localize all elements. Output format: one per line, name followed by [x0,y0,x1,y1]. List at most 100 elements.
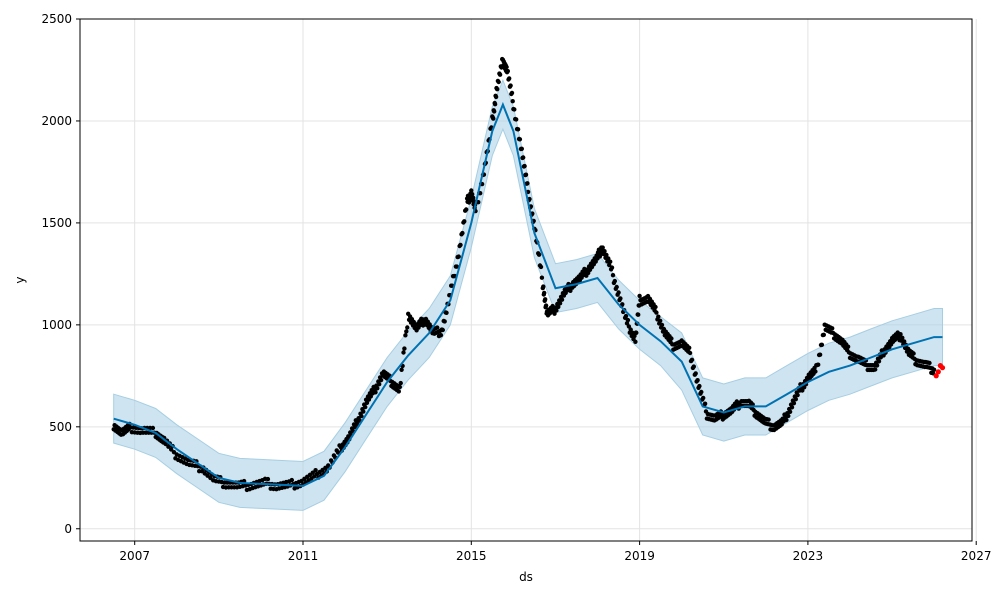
observed-point [289,477,294,483]
observed-point [787,409,793,414]
observed-point [791,401,797,406]
observed-point [819,342,825,347]
observed-point [632,333,637,339]
observed-point [523,172,529,177]
observed-point [378,377,384,383]
observed-point [876,359,882,364]
x-axis-label: ds [519,570,533,584]
observed-point [536,252,542,257]
observed-point [614,284,619,290]
observed-point [612,278,617,284]
observed-point [630,330,635,335]
observed-point [653,304,658,310]
observed-point [795,392,800,398]
x-tick-label: 2007 [119,549,150,563]
observed-point [542,290,547,296]
observed-point [687,345,692,350]
observed-point [793,397,798,402]
observed-point [454,264,459,269]
observed-point [898,332,903,337]
observed-point [900,335,905,340]
y-axis-label: y [13,276,27,283]
observed-point [519,146,524,151]
forecast-line-layer [113,101,943,487]
observed-point [697,383,702,389]
observed-point [522,163,527,169]
observed-point [554,308,559,313]
observed-point [699,389,704,395]
observed-point [610,273,616,278]
observed-point [405,325,410,330]
observed-point [800,388,805,393]
recent-point [933,373,939,379]
observed-point [821,332,826,337]
observed-point [469,188,474,193]
observed-point [636,312,641,317]
observed-point [401,350,406,355]
observed-point [150,425,156,431]
x-tick-label: 2023 [793,549,824,563]
observed-point [607,262,612,268]
observed-point [628,327,633,332]
x-tick-label: 2027 [961,549,992,563]
forecast-line [113,101,943,487]
y-tick-label: 0 [64,522,72,536]
observed-point [493,94,499,100]
observed-point [543,303,549,308]
observed-point [310,470,315,475]
observed-point [514,117,519,122]
y-tick-label: 500 [49,420,72,434]
observed-point [464,207,469,212]
observed-point [470,192,475,197]
observed-point [784,417,789,423]
observed-point [701,395,706,401]
observed-point [440,327,445,333]
observed-point [623,313,629,319]
observed-point [604,252,609,258]
observed-point [625,317,631,323]
observed-point [656,314,661,319]
observed-point [813,369,818,374]
observed-point [539,275,545,280]
observed-point [375,386,380,391]
observed-point [626,324,632,329]
observed-point [505,68,510,74]
observed-point [364,400,370,405]
observed-point [265,476,271,482]
observed-point [438,333,444,338]
observed-point [541,284,546,289]
observed-point [608,259,613,264]
observed-point [620,302,625,307]
y-tick-label: 2500 [41,12,72,26]
ticks-layer: 2007 2011 2015 2019 2023 2027 0 500 1000 1500 2000… [41,12,991,563]
observed-point [633,339,638,344]
observed-point [444,310,449,315]
observed-point [166,444,171,449]
observed-point [512,107,517,112]
y-tick-label: 2000 [41,114,72,128]
observed-point [634,330,639,335]
observed-point [163,441,168,447]
observed-point [169,447,174,452]
observed-point [606,256,611,261]
x-tick-label: 2011 [288,549,319,563]
observed-point [602,249,607,254]
observed-point [509,90,515,96]
observed-point [521,155,526,160]
observed-point [600,245,605,250]
observed-point [557,301,563,306]
observed-point [830,326,835,331]
observed-point [366,397,372,402]
observed-point [312,474,317,479]
observed-point [789,405,795,410]
observed-point [471,195,476,200]
observed-point [538,264,544,270]
x-tick-label: 2019 [624,549,655,563]
x-tick-label: 2015 [456,549,487,563]
observed-point [508,83,513,88]
observed-point [659,322,665,328]
observed-point [363,404,368,410]
observed-point [559,297,565,302]
observed-point [637,293,642,299]
